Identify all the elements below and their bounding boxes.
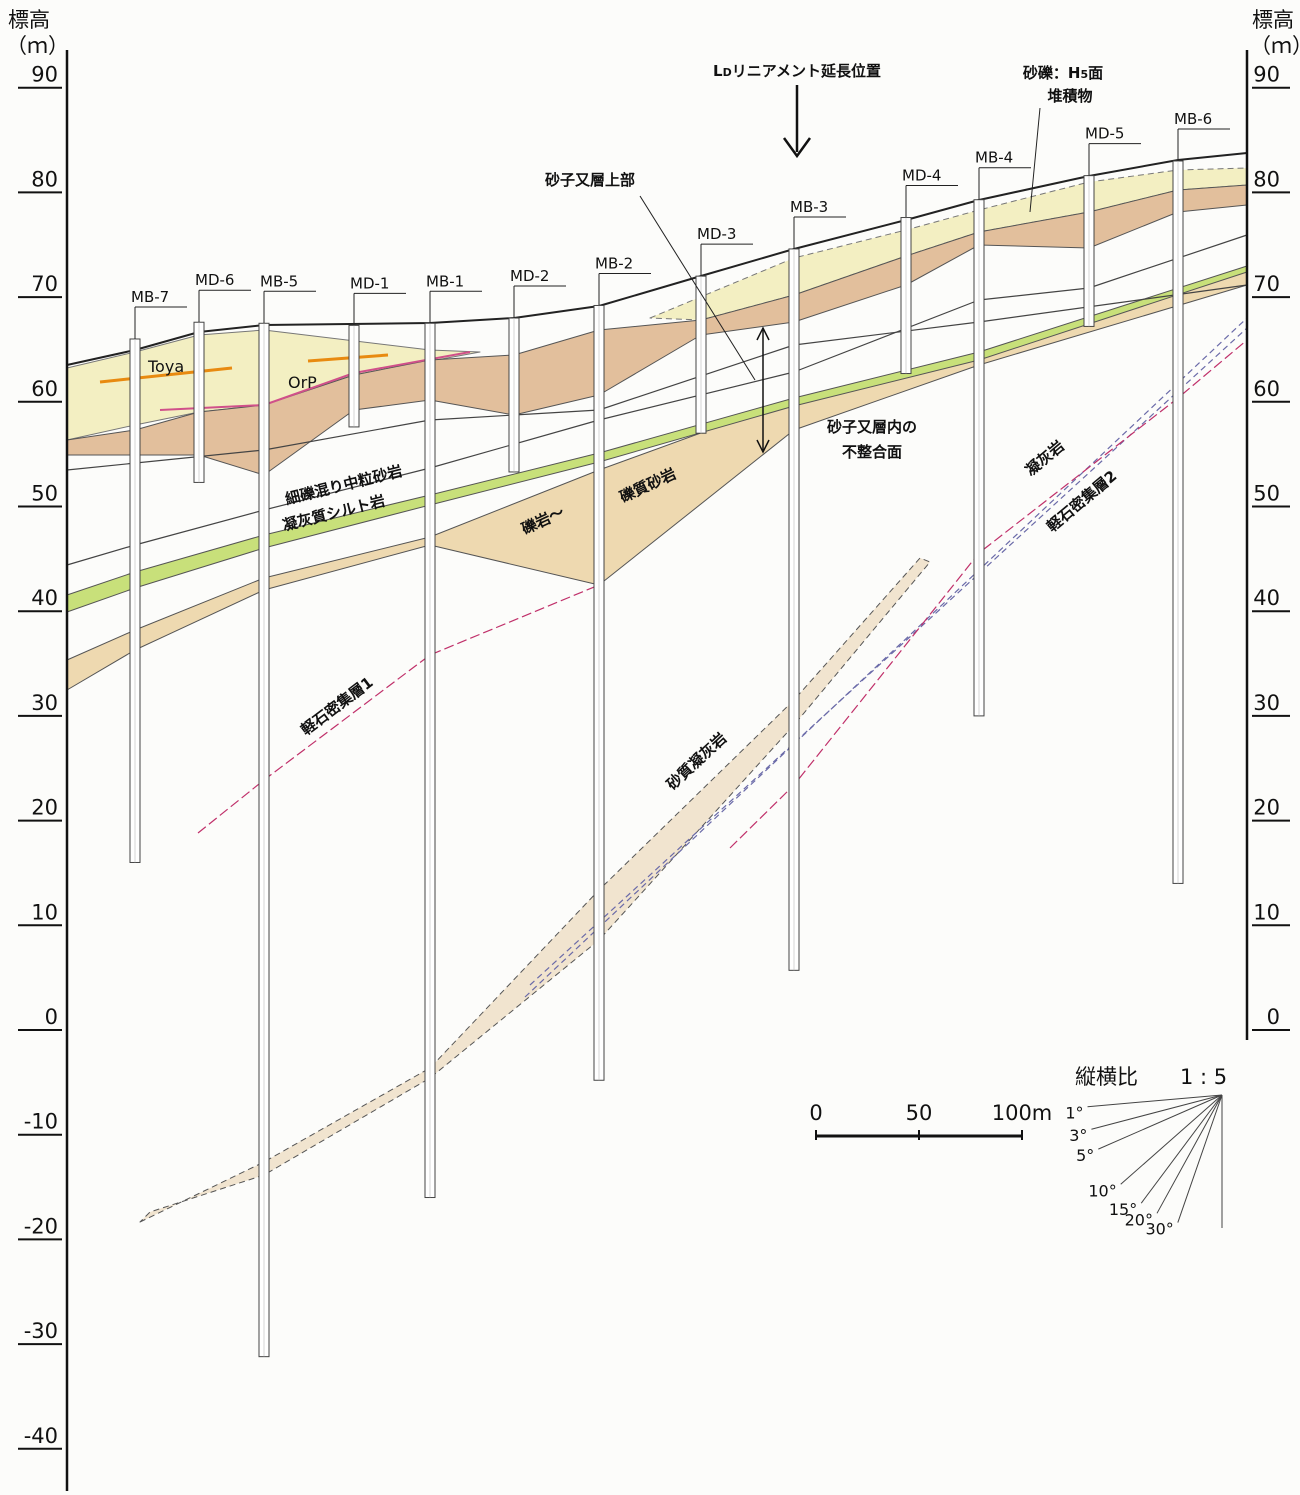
- annotation: 軽石密集層2: [1043, 467, 1120, 536]
- text: L: [713, 62, 723, 80]
- tick-label: -30: [24, 1319, 58, 1343]
- aspect-ratio: 1 : 5: [1180, 1065, 1227, 1089]
- tick-label: 60: [1253, 377, 1280, 401]
- annotation: 砂礫：H5面: [1023, 64, 1103, 82]
- annotation: LDリニアメント延長位置: [713, 62, 881, 80]
- annotation: 堆積物: [1047, 87, 1092, 105]
- aspect-line: [1088, 1095, 1222, 1107]
- tick-label: 80: [31, 167, 58, 191]
- annotation: 砂子又層上部: [545, 171, 635, 189]
- tick-label: 60: [31, 377, 58, 401]
- text: リニアメント延長位置: [732, 62, 881, 80]
- annotation: 砂子又層内の: [827, 418, 917, 436]
- borehole-label: MD-4: [902, 167, 941, 185]
- aspect-label: 1°: [1065, 1104, 1083, 1123]
- tick-label: 70: [1253, 272, 1280, 296]
- subscript: 5: [1080, 68, 1088, 81]
- borehole-label: MB-3: [790, 198, 828, 216]
- tick-label: 40: [1253, 586, 1280, 610]
- tick-label: -20: [24, 1214, 58, 1238]
- page: { "axis": { "left_title": "標高", "left_un…: [0, 0, 1300, 1491]
- scale-bar: 0 50 100m: [809, 1101, 1052, 1140]
- axis-unit: （ｍ）: [6, 34, 69, 58]
- borehole-label: MB-7: [131, 288, 169, 306]
- borehole-label: MB-5: [260, 272, 298, 290]
- aspect-line: [1157, 1095, 1222, 1213]
- text: 面: [1088, 64, 1103, 82]
- tick-label: 80: [1253, 167, 1280, 191]
- axis-title: 標高: [1252, 8, 1294, 32]
- borehole-label: MB-2: [595, 254, 633, 272]
- aspect-line: [1141, 1095, 1222, 1203]
- borehole-label: MD-5: [1085, 125, 1124, 143]
- annotation: Toya: [147, 357, 184, 376]
- layers: [67, 153, 1247, 1222]
- tick-label: 40: [31, 586, 58, 610]
- tick-label: 0: [45, 1005, 58, 1029]
- axis-unit: （ｍ）: [1250, 34, 1300, 58]
- scale-label: 100m: [992, 1101, 1053, 1125]
- aspect-label: 5°: [1076, 1146, 1094, 1165]
- annotation: OrP: [288, 373, 317, 392]
- borehole-label: MB-4: [975, 149, 1013, 167]
- pumice-line-1: [198, 585, 599, 833]
- aspect-label: 30°: [1145, 1220, 1173, 1239]
- tick-label: 30: [31, 691, 58, 715]
- aspect-label: 3°: [1069, 1126, 1087, 1145]
- tick-label: -10: [24, 1110, 58, 1134]
- tick-label: 20: [31, 796, 58, 820]
- annotation: 不整合面: [842, 443, 902, 461]
- borehole-label: MD-2: [510, 267, 549, 285]
- scale-label: 50: [906, 1101, 933, 1125]
- aspect-label: 10°: [1088, 1181, 1116, 1200]
- tick-label: 70: [31, 272, 58, 296]
- tick-label: -40: [24, 1424, 58, 1448]
- axis-title: 標高: [8, 8, 50, 32]
- borehole-label: MD-3: [697, 225, 736, 243]
- tick-label: 90: [31, 63, 58, 87]
- aspect-title: 縦横比: [1075, 1065, 1138, 1089]
- borehole-label: MB-6: [1174, 110, 1212, 128]
- text: 砂礫：H: [1023, 64, 1081, 82]
- borehole-label: MD-6: [195, 271, 234, 289]
- tick-label: 30: [1253, 691, 1280, 715]
- tick-label: 20: [1253, 796, 1280, 820]
- borehole-label: MD-1: [350, 274, 389, 292]
- cross-section: 標高 （ｍ） 標高 （ｍ） 9080706050403020100-10-20-…: [0, 0, 1300, 1491]
- subscript: D: [723, 66, 732, 79]
- tick-label: 50: [31, 482, 58, 506]
- tick-label: 10: [31, 900, 58, 924]
- scale-label: 0: [809, 1101, 822, 1125]
- tick-label: 90: [1253, 63, 1280, 87]
- tick-label: 50: [1253, 482, 1280, 506]
- tick-label: 10: [1253, 900, 1280, 924]
- boreholes: MB-7 MD-6 MB-5 MD-1 MB-1 MD-2 MB-2 MD-3 MB-3 MD-4…: [130, 110, 1230, 1357]
- tick-label: 0: [1267, 1005, 1280, 1029]
- borehole-label: MB-1: [426, 272, 464, 290]
- annotation: 軽石密集層1: [297, 673, 376, 739]
- annotation: 凝灰岩: [1022, 437, 1068, 480]
